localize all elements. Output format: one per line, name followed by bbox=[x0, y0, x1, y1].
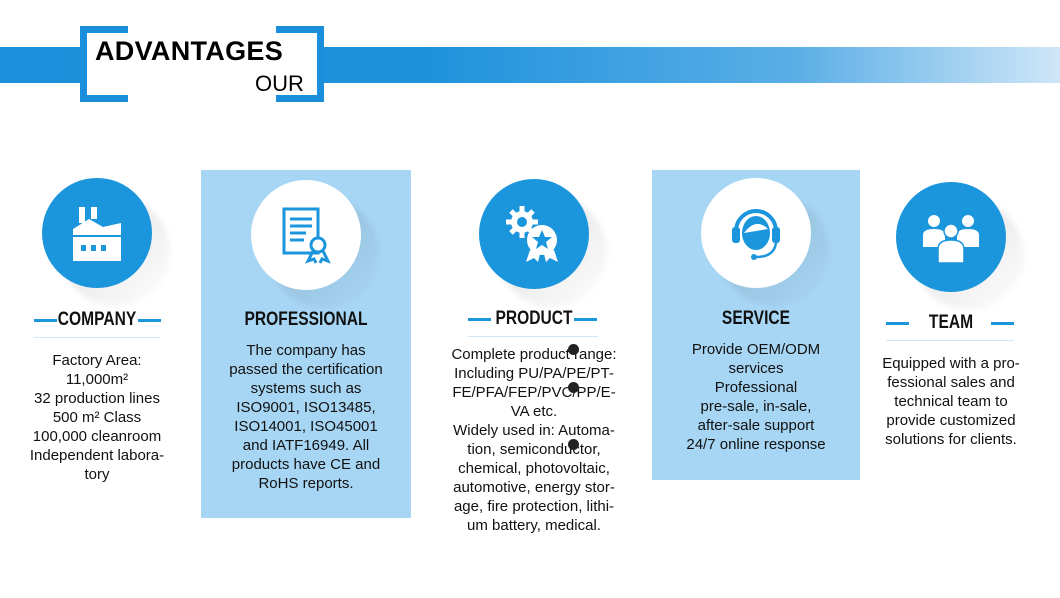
text-line: after-sale support bbox=[697, 417, 815, 434]
text-line: tory bbox=[84, 466, 110, 483]
text-line: pre-sale, in-sale, bbox=[700, 398, 812, 415]
text-line: passed the certification bbox=[229, 361, 383, 378]
text-line: chemical, photovoltaic, bbox=[458, 460, 610, 477]
title-box: ADVANTAGES OUR bbox=[80, 26, 324, 102]
text-line: products have CE and bbox=[231, 456, 381, 473]
text-line: um battery, medical. bbox=[467, 517, 601, 534]
text-line: VA etc. bbox=[510, 403, 558, 420]
text-line: and IATF16949. All bbox=[242, 437, 370, 454]
text-line: Equipped with a pro- bbox=[882, 355, 1020, 372]
text-line: technical team to bbox=[894, 393, 1008, 410]
text-line: Provide OEM/ODM bbox=[568, 340, 856, 359]
page-subtitle: OUR bbox=[255, 71, 304, 96]
text-line: 32 production lines bbox=[34, 390, 160, 407]
text-line: automotive, energy stor- bbox=[453, 479, 615, 496]
text-line: RoHS reports. bbox=[258, 475, 354, 492]
company-description: Factory Area: 11,000m² 32 production lines… bbox=[0, 351, 197, 484]
text-line: Factory Area: bbox=[52, 352, 142, 369]
heading-dash bbox=[34, 319, 57, 322]
team-icon-circle bbox=[896, 182, 1006, 292]
text-line: The company has bbox=[246, 342, 366, 359]
text-line: Widely used in: Automa- bbox=[453, 422, 615, 439]
heading-divider bbox=[886, 340, 1014, 341]
heading-dash bbox=[991, 322, 1014, 325]
text-line: Including PU/PA/PE/PT- bbox=[454, 365, 614, 382]
text-line: Professional bbox=[568, 378, 856, 397]
text-line: age, fire protection, lithi- bbox=[453, 498, 615, 515]
heading-dash bbox=[574, 318, 597, 321]
text-line: Independent labora- bbox=[29, 447, 165, 464]
heading-dash bbox=[886, 322, 909, 325]
text-line: ISO14001, ISO45001 bbox=[234, 418, 378, 435]
product-icon-circle bbox=[479, 179, 589, 289]
professional-heading: PROFESSIONAL bbox=[244, 309, 368, 330]
text-line: systems such as bbox=[250, 380, 362, 397]
heading-divider bbox=[468, 336, 598, 337]
text-line: 24/7 online response bbox=[568, 435, 856, 454]
service-heading: SERVICE bbox=[721, 308, 791, 329]
company-heading: COMPANY bbox=[57, 309, 137, 330]
professional-icon-circle bbox=[251, 180, 361, 290]
text-line: tion, semiconductor, bbox=[467, 441, 601, 458]
service-description: Provide OEM/ODM services Professional pre-s… bbox=[568, 340, 856, 454]
professional-description: The company has passed the certification s… bbox=[206, 341, 406, 493]
team-heading: TEAM bbox=[928, 312, 974, 333]
text-line: 11,000m² bbox=[65, 371, 129, 388]
text-line: provide customized bbox=[886, 412, 1016, 429]
heading-divider bbox=[34, 337, 160, 338]
text-line: ISO9001, ISO13485, bbox=[236, 399, 376, 416]
left-bracket bbox=[80, 26, 128, 102]
company-icon-circle bbox=[42, 178, 152, 288]
text-line: 500 m² Class bbox=[52, 409, 142, 426]
text-line: solutions for clients. bbox=[885, 431, 1017, 448]
product-heading: PRODUCT bbox=[495, 308, 573, 329]
text-line: Complete product range: bbox=[451, 346, 617, 363]
service-icon-circle bbox=[701, 178, 811, 288]
text-line: 100,000 cleanroom bbox=[32, 428, 162, 445]
bullet-icon bbox=[568, 382, 579, 393]
text-line: FE/PFA/FEP/PVC/PP/E- bbox=[452, 384, 616, 401]
page-title: ADVANTAGES bbox=[95, 36, 284, 66]
bullet-icon bbox=[568, 344, 579, 355]
text-line: fessional sales and bbox=[887, 374, 1015, 391]
product-description: Complete product range: Including PU/PA/P… bbox=[429, 345, 639, 535]
team-description: Equipped with a pro-fessional sales and t… bbox=[851, 354, 1051, 449]
bullet-icon bbox=[568, 439, 579, 450]
heading-dash bbox=[138, 319, 161, 322]
heading-dash bbox=[468, 318, 491, 321]
text-line: services bbox=[728, 360, 784, 377]
right-bracket bbox=[276, 26, 324, 102]
